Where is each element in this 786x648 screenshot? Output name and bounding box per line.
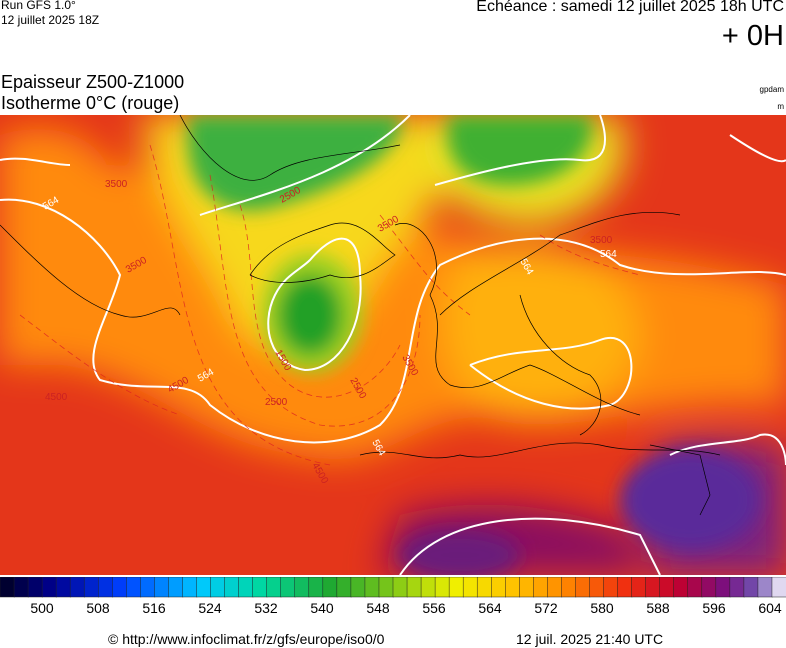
colorbar-swatch bbox=[182, 577, 198, 598]
colorbar-swatch bbox=[505, 577, 521, 598]
colorbar-swatch bbox=[406, 577, 422, 598]
echeance: Echéance : samedi 12 juillet 2025 18h UT… bbox=[476, 0, 784, 15]
colorbar-swatch bbox=[280, 577, 296, 598]
colorbar-swatch bbox=[701, 577, 717, 598]
contour-label: 3500 bbox=[590, 235, 613, 246]
colorbar-swatch bbox=[462, 577, 478, 598]
colorbar-swatch bbox=[617, 577, 633, 598]
colorbar-tick-label: 564 bbox=[478, 600, 502, 616]
colorbar-swatch bbox=[112, 577, 128, 598]
colorbar-tick-label: 580 bbox=[590, 600, 614, 616]
colorbar-swatch bbox=[743, 577, 759, 598]
colorbar-swatch bbox=[603, 577, 619, 598]
colorbar-swatch bbox=[476, 577, 493, 598]
footer-created: 12 juil. 2025 21:40 UTC bbox=[516, 631, 664, 647]
colorbar-swatch bbox=[350, 577, 366, 598]
colorbar-swatch bbox=[631, 577, 647, 598]
colorbar-swatch bbox=[378, 577, 394, 598]
contours-564 bbox=[0, 115, 786, 575]
colorbar-swatch bbox=[673, 577, 689, 598]
colorbar-swatch bbox=[434, 577, 450, 598]
colorbar-tick-label: 548 bbox=[366, 600, 390, 616]
colorbar-tick-label: 524 bbox=[198, 600, 222, 616]
contour-label: 564 bbox=[600, 249, 617, 260]
map-title: Epaisseur Z500-Z1000 bbox=[1, 72, 185, 92]
colorbar-swatch bbox=[83, 577, 100, 598]
colorbar-swatch bbox=[13, 577, 29, 598]
colorbar-swatch bbox=[519, 577, 535, 598]
run-date: 12 juillet 2025 18Z bbox=[1, 13, 100, 27]
run-label: Run GFS 1.0° bbox=[1, 0, 76, 12]
colorbar-swatch bbox=[196, 577, 212, 598]
colorbar-swatch bbox=[252, 577, 268, 598]
colorbar-tick-label: 532 bbox=[254, 600, 278, 616]
colorbar-swatch bbox=[533, 577, 549, 598]
colorbar-swatch bbox=[224, 577, 240, 598]
colorbar-swatch bbox=[336, 577, 352, 598]
colorbar-swatch bbox=[98, 577, 114, 598]
colorbar-swatch bbox=[27, 577, 43, 598]
colorbar-swatch bbox=[589, 577, 605, 598]
colorbar-tick-label: 508 bbox=[86, 600, 110, 616]
colorbar-swatch bbox=[126, 577, 142, 598]
colorbar-swatch bbox=[266, 577, 282, 598]
footer-source: © http://www.infoclimat.fr/z/gfs/europe/… bbox=[108, 631, 385, 647]
contour-label: 2500 bbox=[265, 397, 288, 408]
colorbar-swatch bbox=[659, 577, 675, 598]
colorbar-swatch bbox=[547, 577, 563, 598]
colorbar-swatch bbox=[238, 577, 254, 598]
colorbar-tick-label: 556 bbox=[422, 600, 446, 616]
colorbar-tick-label: 500 bbox=[30, 600, 54, 616]
colorbar-swatch bbox=[561, 577, 577, 598]
colorbar-swatch bbox=[645, 577, 661, 598]
colorbar-swatch bbox=[364, 577, 380, 598]
contour-label: 3500 bbox=[105, 179, 128, 190]
colorbar-swatch bbox=[41, 577, 57, 598]
colorbar-swatch bbox=[322, 577, 338, 598]
colorbar-swatch bbox=[140, 577, 156, 598]
colorbar-swatch bbox=[294, 577, 310, 598]
colorbar-tick-label: 588 bbox=[646, 600, 670, 616]
colorbar-swatch bbox=[715, 577, 731, 598]
colorbar-tick-label: 604 bbox=[758, 600, 782, 616]
colorbar-swatch bbox=[154, 577, 170, 598]
offset: + 0H bbox=[721, 20, 784, 52]
contour-label: 4500 bbox=[45, 392, 68, 403]
colorbar-swatch bbox=[575, 577, 591, 598]
colorbar-swatch bbox=[69, 577, 85, 598]
colorbar-swatch bbox=[0, 577, 15, 598]
colorbar-tick-label: 572 bbox=[534, 600, 558, 616]
colorbar-swatch bbox=[168, 577, 184, 598]
map-subtitle: Isotherme 0°C (rouge) bbox=[1, 93, 180, 113]
map: 5645645645645643500350035003500250025002… bbox=[0, 115, 786, 575]
colorbar-tick-label: 516 bbox=[142, 600, 166, 616]
colorbar-swatch bbox=[687, 577, 703, 598]
colorbar-swatch bbox=[729, 577, 745, 598]
colorbar-swatch bbox=[448, 577, 464, 598]
colorbar-swatch bbox=[491, 577, 507, 598]
unit-iso: m bbox=[777, 102, 784, 111]
colorbar-swatch bbox=[210, 577, 226, 598]
coastlines bbox=[0, 115, 721, 516]
colorbar-swatch bbox=[55, 577, 71, 598]
colorbar-swatch bbox=[392, 577, 408, 598]
contours-iso0 bbox=[19, 144, 641, 466]
colorbar-swatch bbox=[420, 577, 436, 598]
field: 5645645645645643500350035003500250025002… bbox=[0, 115, 786, 575]
colorbar-tick-label: 540 bbox=[310, 600, 334, 616]
colorbar-swatch bbox=[757, 577, 773, 598]
colorbar-swatch bbox=[771, 577, 786, 598]
colorbar-tick-label: 596 bbox=[702, 600, 726, 616]
colorbar-swatch bbox=[308, 577, 324, 598]
unit-thickness: gpdam bbox=[759, 85, 784, 94]
colorbar bbox=[0, 577, 786, 598]
